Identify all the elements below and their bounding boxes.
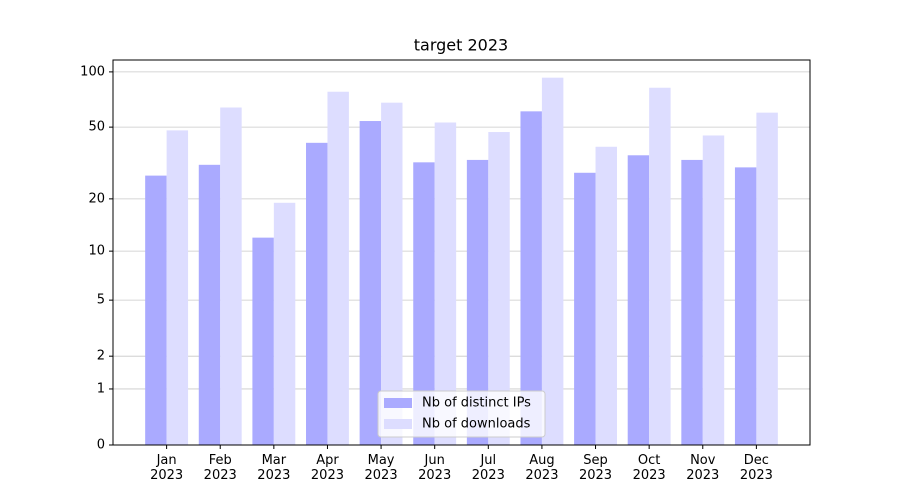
bar	[734, 167, 757, 446]
legend-label: Nb of distinct IPs	[422, 396, 531, 411]
legend: Nb of distinct IPs Nb of downloads	[377, 390, 546, 438]
x-tick-label: Nov 2023	[686, 453, 720, 483]
y-tick-label: 20	[88, 191, 105, 206]
bar	[541, 77, 564, 446]
x-tick-label: Jan 2023	[150, 453, 184, 483]
bar	[649, 87, 671, 445]
bar	[627, 155, 650, 445]
legend-label: Nb of downloads	[422, 417, 531, 432]
bar	[520, 111, 542, 446]
y-tick-label: 100	[80, 64, 105, 79]
legend-swatch	[384, 398, 412, 408]
x-tick-label: Dec 2023	[739, 453, 773, 483]
x-tick-label: Jun 2023	[418, 453, 452, 483]
bar	[145, 175, 167, 445]
x-tick-label: Aug 2023	[525, 453, 559, 483]
y-tick-label: 50	[88, 120, 105, 135]
x-tick-label: Jul 2023	[471, 453, 505, 483]
bar	[595, 146, 617, 446]
bar	[220, 107, 242, 445]
bar	[327, 91, 349, 445]
y-tick-label: 0	[97, 438, 105, 453]
y-tick-label: 10	[88, 244, 105, 259]
bar	[166, 130, 189, 445]
bar	[413, 162, 435, 445]
bar	[681, 159, 703, 446]
bar	[488, 132, 510, 446]
bar	[273, 202, 296, 445]
x-tick-label: Sep 2023	[578, 453, 613, 483]
bar	[198, 164, 221, 445]
bar	[756, 112, 778, 445]
bar	[574, 172, 596, 445]
plot-frame	[112, 59, 811, 446]
bar	[381, 102, 403, 446]
y-tick-label: 1	[97, 381, 105, 396]
y-tick-label: 5	[97, 293, 105, 308]
x-tick-label: Oct 2023	[632, 453, 666, 483]
x-tick-label: Feb 2023	[203, 453, 237, 483]
bar	[466, 159, 489, 446]
bar	[434, 122, 457, 446]
bar	[306, 142, 328, 446]
bar	[252, 237, 274, 445]
y-tick-label: 2	[97, 349, 105, 364]
legend-swatch	[384, 419, 412, 429]
x-tick-label: Mar 2023	[257, 453, 291, 483]
bar	[359, 121, 382, 446]
x-tick-label: May 2023	[364, 453, 398, 483]
x-tick-label: Apr 2023	[310, 453, 344, 483]
chart-title: target 2023	[414, 36, 508, 55]
legend-box	[377, 390, 546, 438]
bar	[702, 135, 725, 445]
